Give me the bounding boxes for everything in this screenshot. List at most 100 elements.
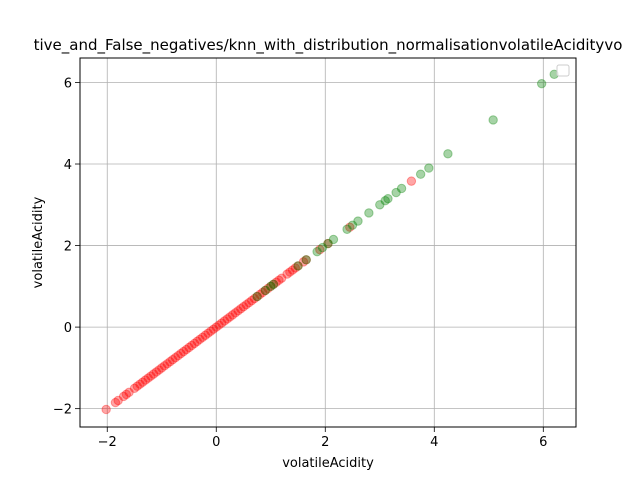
data-point: [312, 246, 322, 257]
data-point: [132, 381, 142, 391]
legend: [556, 64, 570, 77]
x-tick-label: 2: [321, 435, 329, 450]
data-point: [488, 115, 498, 125]
data-point: [129, 383, 140, 393]
data-point: [176, 348, 186, 359]
data-point: [148, 369, 159, 379]
data-point: [268, 279, 279, 289]
data-point: [181, 344, 191, 355]
data-point: [187, 340, 197, 351]
data-point: [233, 306, 243, 316]
data-point: [406, 176, 417, 186]
data-point: [189, 338, 200, 349]
data-point: [197, 332, 208, 342]
data-point: [238, 302, 249, 312]
x-axis-label: volatileAcidity: [282, 456, 374, 471]
data-point: [249, 293, 260, 304]
chart-title: tive_and_False_negatives/knn_with_distri…: [34, 36, 623, 55]
data-point: [118, 391, 129, 402]
data-point: [184, 342, 194, 353]
data-point: [135, 379, 145, 389]
data-point: [323, 238, 333, 249]
x-tick-label: −2: [98, 435, 117, 450]
data-point: [282, 269, 292, 279]
data-point: [200, 330, 211, 340]
data-point: [244, 297, 254, 308]
data-point: [173, 350, 183, 361]
data-point: [230, 308, 241, 318]
data-point: [222, 314, 232, 324]
data-point: [219, 316, 230, 326]
data-point: [124, 387, 134, 398]
data-point: [266, 281, 276, 292]
data-point: [287, 265, 298, 275]
y-tick-label: 4: [64, 158, 72, 173]
data-point: [113, 395, 123, 406]
data-point: [293, 261, 303, 271]
grid-lines: [80, 58, 576, 427]
data-point: [290, 263, 300, 273]
data-point: [151, 367, 162, 377]
data-point: [260, 285, 271, 296]
data-point: [157, 363, 167, 373]
data-point: [121, 389, 132, 400]
data-point: [192, 336, 202, 347]
data-point: [165, 357, 175, 367]
axis-ticks: −2 0 2 4 6 −2 0 2 4 6: [53, 76, 548, 450]
data-point: [301, 255, 311, 265]
data-point: [375, 200, 385, 210]
data-point: [225, 312, 235, 322]
data-point: [260, 285, 271, 296]
data-point: [110, 397, 121, 408]
data-point: [101, 404, 111, 415]
data-point: [364, 208, 374, 218]
x-tick-label: 4: [430, 435, 438, 450]
data-point: [443, 149, 453, 159]
data-point: [315, 244, 325, 255]
x-tick-label: 6: [539, 435, 547, 450]
data-point: [415, 169, 426, 179]
data-point: [266, 281, 276, 292]
data-point: [323, 238, 333, 249]
data-point: [347, 220, 358, 230]
data-point: [255, 289, 265, 300]
data-point: [293, 261, 303, 271]
data-point: [271, 277, 281, 287]
data-point: [268, 279, 279, 289]
data-point: [211, 322, 221, 332]
data-point: [170, 352, 181, 363]
data-point: [252, 291, 262, 302]
data-point: [536, 78, 547, 89]
data-point: [206, 326, 216, 336]
data-point: [227, 310, 238, 320]
data-point: [298, 257, 309, 267]
x-tick-label: 0: [212, 435, 220, 450]
data-point: [217, 318, 227, 328]
data-point: [167, 355, 178, 365]
data-point: [241, 299, 251, 310]
y-tick-label: 0: [64, 321, 72, 336]
data-point: [276, 273, 287, 283]
data-point: [424, 163, 434, 173]
data-point: [162, 359, 172, 369]
data-point: [236, 304, 246, 314]
data-point: [178, 346, 189, 357]
data-point: [203, 328, 213, 338]
data-point: [257, 287, 268, 298]
data-point: [195, 334, 205, 345]
y-tick-label: 2: [64, 240, 72, 255]
data-point: [214, 320, 224, 330]
y-tick-label: −2: [53, 403, 72, 418]
data-point: [263, 283, 273, 294]
data-point: [342, 224, 352, 234]
data-point: [252, 291, 262, 302]
data-point: [301, 255, 311, 265]
data-point: [317, 242, 328, 253]
data-point: [146, 371, 156, 381]
data-point: [137, 377, 148, 387]
y-tick-label: 6: [64, 76, 72, 91]
data-point: [285, 267, 295, 277]
data-point: [391, 187, 401, 198]
